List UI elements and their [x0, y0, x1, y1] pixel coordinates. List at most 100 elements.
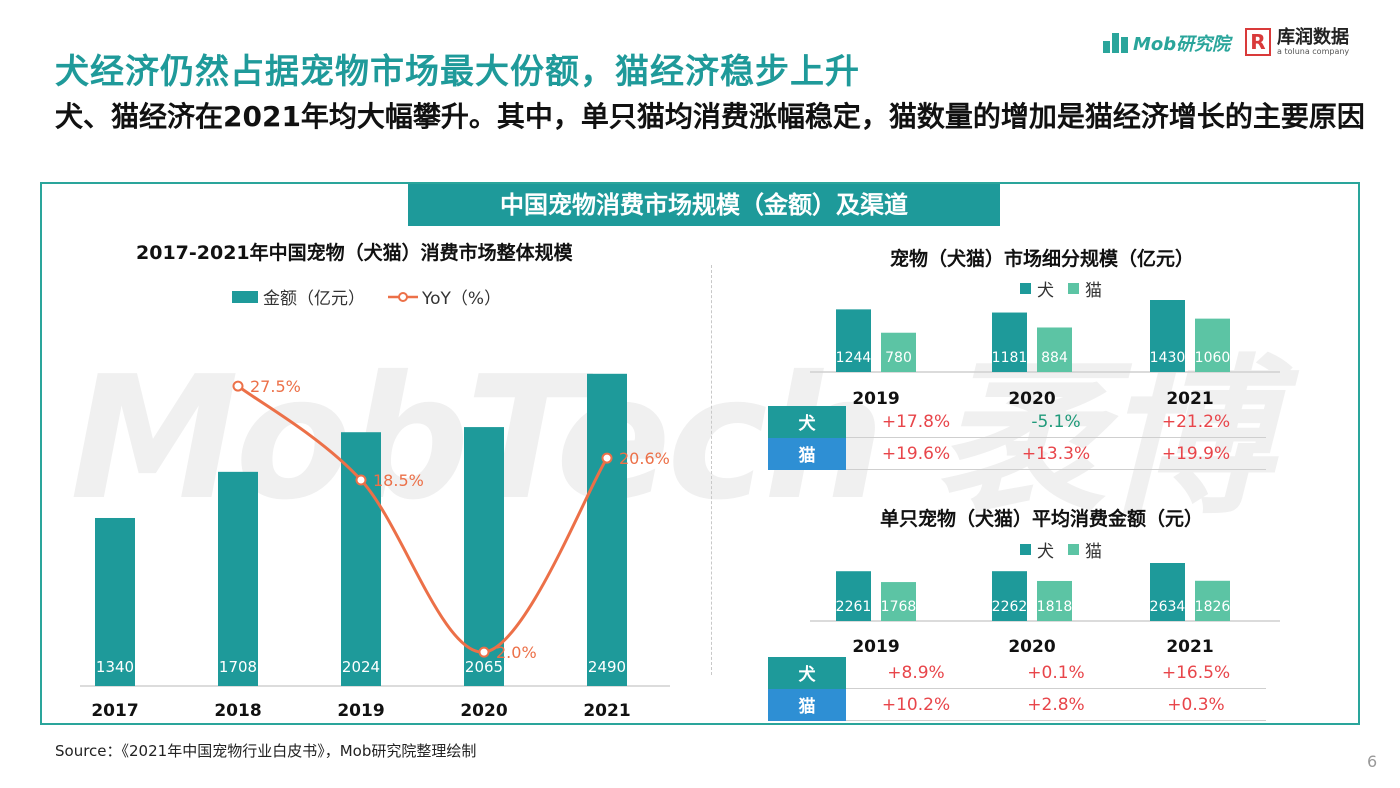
- segment-chart-title: 宠物（犬猫）市场细分规模（亿元）: [890, 248, 1195, 270]
- bar-犬-2021: [1150, 300, 1185, 372]
- yoy-value: +2.8%: [986, 688, 1126, 721]
- legend-dog-swatch: [1020, 283, 1031, 294]
- bar-2017: [95, 517, 135, 686]
- column-divider: [711, 265, 712, 675]
- segment-yoy-table: 犬 +17.8% -5.1% +21.2% 猫 +19.6% +13.3% +19.9%: [768, 406, 1266, 470]
- legend-dog-swatch: [1020, 544, 1031, 555]
- source-note: Source：《2021年中国宠物行业白皮书》，Mob研究院整理绘制: [55, 742, 477, 760]
- yoy-row-label: 犬: [768, 406, 846, 438]
- bar-犬-2020: [992, 571, 1027, 621]
- section-banner: 中国宠物消费市场规模（金额）及渠道: [408, 184, 1000, 226]
- bar-value-label: 1826: [1195, 599, 1231, 615]
- yoy-row-label: 猫: [768, 437, 846, 470]
- x-tick-label: 2021: [1166, 389, 1213, 409]
- bar-value-label: 1181: [992, 350, 1028, 366]
- yoy-label: 20.6%: [619, 449, 670, 468]
- mob-logo: Mob研究院: [1103, 28, 1230, 58]
- yoy-value: +0.1%: [986, 657, 1126, 689]
- yoy-value: +21.2%: [1126, 406, 1266, 438]
- bar-value-label: 1768: [881, 599, 917, 615]
- legend-bar-label: 金额（亿元）: [263, 289, 365, 309]
- yoy-value: -5.1%: [986, 406, 1126, 438]
- bar-猫-2020: [1037, 327, 1072, 372]
- x-tick-label: 2019: [852, 637, 899, 657]
- yoy-value: +0.3%: [1126, 688, 1266, 721]
- bar-猫-2019: [881, 582, 916, 621]
- yoy-value: +19.6%: [846, 437, 986, 470]
- bar-value-label: 2024: [342, 658, 380, 676]
- yoy-value: +13.3%: [986, 437, 1126, 470]
- avg-spend-chart-title: 单只宠物（犬猫）平均消费金额（元）: [880, 508, 1204, 530]
- bar-value-label: 780: [885, 350, 912, 366]
- x-tick-label: 2021: [583, 701, 630, 721]
- kurun-logo-icon: R: [1245, 28, 1271, 56]
- bar-2021: [587, 373, 627, 686]
- yoy-label: 18.5%: [373, 471, 424, 490]
- x-tick-label: 2019: [852, 389, 899, 409]
- x-tick-label: 2020: [460, 701, 507, 721]
- yoy-row: 犬 +8.9% +0.1% +16.5%: [768, 657, 1266, 689]
- bar-value-label: 1818: [1037, 599, 1073, 615]
- page-subtitle: 犬、猫经济在2021年均大幅攀升。其中，单只猫均消费涨幅稳定，猫数量的增加是猫经…: [55, 100, 1365, 133]
- left-legend-line: YoY（%）: [388, 284, 501, 309]
- bar-猫-2021: [1195, 580, 1230, 621]
- legend-line-label: YoY（%）: [422, 289, 502, 309]
- legend-dog-label: 犬: [1037, 281, 1054, 301]
- segment-chart: 1244 780 2019 1181 884 2020 1430 1060 2021: [810, 300, 1280, 409]
- x-tick-label: 2020: [1008, 637, 1055, 657]
- market-size-chart: 1340 2017 1708 2018 2024 2019 2065 2020 2490 2021…: [80, 373, 670, 721]
- legend-cat-label: 猫: [1085, 542, 1102, 562]
- legend-cat-swatch: [1068, 544, 1079, 555]
- bar-value-label: 2065: [465, 658, 503, 676]
- avg-spend-legend: 犬 猫: [1020, 537, 1102, 562]
- bar-value-label: 1244: [836, 350, 872, 366]
- yoy-value: +19.9%: [1126, 437, 1266, 470]
- bar-猫-2019: [881, 332, 916, 372]
- bar-value-label: 1430: [1150, 350, 1186, 366]
- x-tick-label: 2018: [214, 701, 261, 721]
- bar-犬-2020: [992, 312, 1027, 372]
- yoy-value: +10.2%: [846, 688, 986, 721]
- yoy-point: [232, 380, 244, 392]
- legend-line-swatch: [388, 291, 418, 302]
- bar-value-label: 2261: [836, 599, 872, 615]
- bar-猫-2020: [1037, 580, 1072, 621]
- avg-spend-chart: 2261 1768 2019 2262 1818 2020 2634 1826 2021: [810, 563, 1280, 657]
- yoy-label: 27.5%: [250, 377, 301, 396]
- bar-value-label: 2262: [992, 599, 1028, 615]
- content-frame: [40, 182, 1360, 725]
- bar-2018: [218, 471, 258, 686]
- yoy-row-label: 犬: [768, 657, 846, 689]
- legend-dog-label: 犬: [1037, 542, 1054, 562]
- bar-猫-2021: [1195, 318, 1230, 372]
- yoy-row-label: 猫: [768, 688, 846, 721]
- legend-bar-swatch: [232, 290, 258, 303]
- bar-value-label: 2490: [588, 658, 626, 676]
- bar-犬-2019: [836, 571, 871, 621]
- kurun-logo-name: 库润数据: [1277, 26, 1349, 48]
- kurun-logo: R 库润数据 a toluna company: [1245, 28, 1349, 56]
- yoy-row: 犬 +17.8% -5.1% +21.2%: [768, 406, 1266, 438]
- legend-cat-label: 猫: [1085, 281, 1102, 301]
- bar-value-label: 884: [1041, 350, 1068, 366]
- yoy-row: 猫 +19.6% +13.3% +19.9%: [768, 437, 1266, 470]
- left-chart-title: 2017-2021年中国宠物（犬猫）消费市场整体规模: [136, 242, 573, 264]
- bar-value-label: 2634: [1150, 599, 1186, 615]
- x-tick-label: 2020: [1008, 389, 1055, 409]
- avg-spend-yoy-table: 犬 +8.9% +0.1% +16.5% 猫 +10.2% +2.8% +0.3%: [768, 657, 1266, 721]
- yoy-label: 2.0%: [496, 643, 537, 662]
- page-number: 6: [1367, 752, 1378, 771]
- x-tick-label: 2017: [91, 701, 138, 721]
- page-title: 犬经济仍然占据宠物市场最大份额，猫经济稳步上升: [55, 52, 860, 92]
- yoy-value: +17.8%: [846, 406, 986, 438]
- yoy-value: +8.9%: [846, 657, 986, 689]
- mob-logo-icon: [1103, 33, 1128, 53]
- yoy-value: +16.5%: [1126, 657, 1266, 689]
- kurun-logo-tagline: a toluna company: [1277, 46, 1350, 56]
- bar-value-label: 1708: [219, 658, 257, 676]
- segment-legend: 犬 猫: [1020, 276, 1102, 301]
- mob-logo-text: Mob研究院: [1133, 34, 1231, 55]
- legend-cat-swatch: [1068, 283, 1079, 294]
- yoy-line: [237, 384, 609, 654]
- yoy-row: 猫 +10.2% +2.8% +0.3%: [768, 688, 1266, 721]
